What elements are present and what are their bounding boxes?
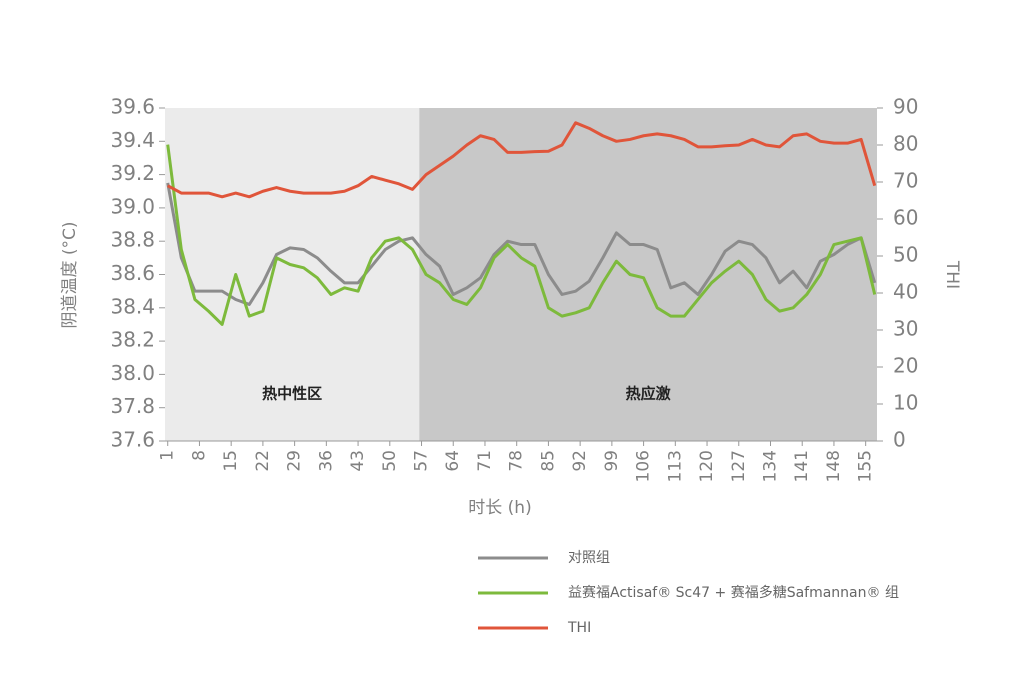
x-tick-label: 78 [507,450,527,472]
y-axis-label: 阴道温度 (°C) [60,221,80,328]
x-tick-label: 15 [221,450,241,472]
x-tick-label: 148 [824,450,844,482]
y-tick-label: 38.4 [110,294,155,318]
y-tick-label: 37.6 [110,428,155,452]
y-tick-label: 38.6 [110,261,155,285]
x-tick-label: 1 [158,450,178,461]
y-tick-label: 39.0 [110,194,155,218]
region-label: 热应激 [626,385,672,403]
y2-tick-label: 0 [893,428,906,452]
y2-tick-label: 20 [893,354,918,378]
x-tick-label: 85 [538,450,558,472]
series-line [166,182,877,306]
y-tick-label: 38.2 [110,328,155,352]
x-tick-label: 120 [697,450,717,482]
region-label: 热中性区 [262,385,322,403]
region [419,108,877,441]
y2-axis-label: THI [942,260,962,289]
y2-tick-label: 60 [893,206,918,230]
x-tick-label: 43 [348,450,368,472]
series-line [166,144,877,326]
y2-tick-label: 90 [893,95,918,119]
x-tick-label: 113 [665,450,685,482]
y-tick-label: 37.8 [110,394,155,418]
x-tick-label: 36 [316,450,336,472]
x-tick-label: 134 [760,450,780,482]
x-axis-label: 时长 (h) [468,498,531,518]
y-tick-label: 39.4 [110,128,155,152]
x-tick-label: 71 [475,450,495,472]
x-tick-label: 141 [792,450,812,482]
x-tick-label: 57 [412,450,432,472]
x-tick-label: 127 [729,450,749,482]
x-tick-label: 155 [856,450,876,482]
x-tick-label: 22 [253,450,273,472]
legend-label: 益赛福Actisaf® Sc47 + 赛福多糖Safmannan® 组 [568,584,899,601]
x-tick-label: 50 [380,450,400,472]
legend-label: 对照组 [568,550,610,566]
x-tick-label: 99 [602,450,622,472]
x-tick-label: 8 [189,450,209,461]
x-tick-label: 29 [285,450,305,472]
y2-tick-label: 50 [893,243,918,267]
legend-label: THI [567,620,591,636]
y-tick-label: 39.6 [110,95,155,119]
y2-tick-label: 30 [893,317,918,341]
y2-tick-label: 40 [893,280,918,304]
series-line [167,121,877,199]
y2-tick-label: 70 [893,169,918,193]
y-tick-label: 39.2 [110,161,155,185]
y-tick-label: 38.8 [110,228,155,252]
x-tick-label: 64 [443,450,463,472]
y-tick-label: 38.0 [110,361,155,385]
region [165,108,420,441]
y2-tick-label: 80 [893,132,918,156]
x-tick-label: 106 [634,450,654,482]
x-tick-label: 92 [570,450,590,472]
y2-tick-label: 10 [893,391,918,415]
